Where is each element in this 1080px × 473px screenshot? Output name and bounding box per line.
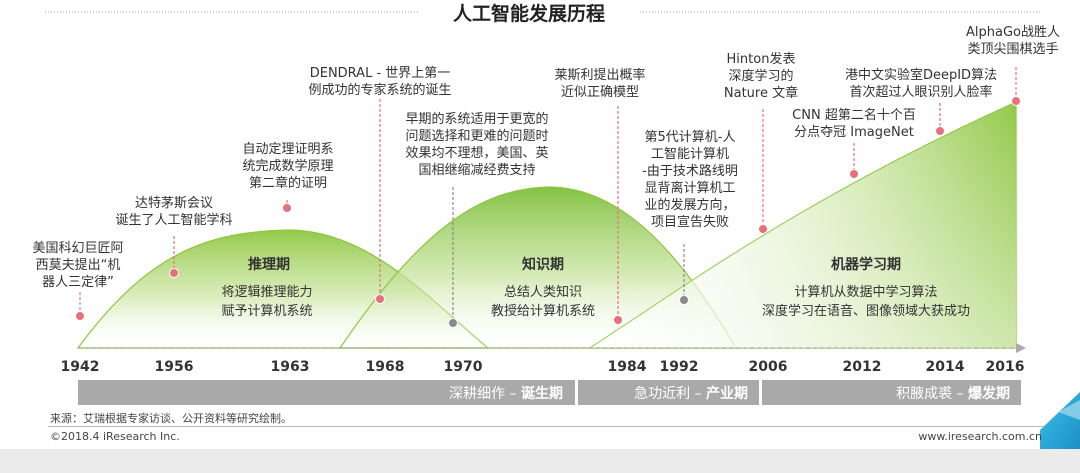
event-text-e2006: 深度学习的 [728, 68, 793, 84]
era-bar-explosion [762, 380, 1021, 405]
event-text-e1956: 诞生了人工智能学科 [115, 212, 232, 228]
event-text-e2006: Nature 文章 [724, 85, 798, 101]
footer-bar [0, 449, 1080, 473]
event-text-e1970: 问题选择和更难的问题时 [405, 128, 548, 144]
source-note: 来源：艾瑞根据专家访谈、公开资料等研究绘制。 [50, 412, 292, 425]
year-label-1942: 1942 [61, 359, 100, 375]
era-bar-birth [78, 380, 575, 405]
phase-desc-knowledge-1: 总结人类知识 [504, 284, 582, 300]
event-text-e1942: 器人三定律” [42, 275, 114, 290]
year-label-1968: 1968 [366, 359, 405, 375]
event-dot-e1984 [613, 315, 623, 325]
event-dot-e1963 [282, 203, 292, 213]
event-dot-e1956 [169, 268, 179, 278]
copyright: ©2018.4 iResearch Inc. [50, 430, 180, 443]
axis-arrow-icon [1016, 343, 1026, 353]
phase-desc-ml-2: 深度学习在语音、图像领域大获成功 [762, 303, 970, 319]
event-text-e1992: 业的发展方向， [644, 197, 735, 213]
phase-desc-knowledge-2: 教授给计算机系统 [491, 303, 595, 319]
event-text-e1942: 西莫夫提出“机 [36, 257, 121, 273]
event-text-e1968: 例成功的专家系统的诞生 [308, 82, 451, 98]
event-text-e1984: 莱斯利提出概率 [554, 67, 645, 83]
event-text-e1956: 达特茅斯会议 [135, 196, 213, 211]
event-text-e1970: 早期的系统适用于更宽的 [405, 111, 548, 127]
event-text-e2016: 类顶尖围棋选手 [967, 42, 1058, 57]
event-dot-e1992 [679, 295, 689, 305]
event-dot-e1970 [448, 318, 458, 328]
year-label-2012: 2012 [843, 359, 882, 375]
website-link[interactable]: www.iresearch.com.cn [918, 430, 1042, 443]
event-text-e1963: 自动定理证明系 [242, 142, 333, 157]
footer-divider [48, 426, 1044, 427]
event-dot-e2012 [849, 169, 859, 179]
year-label-1992: 1992 [660, 359, 699, 375]
event-markers [75, 67, 1021, 328]
era-bar-industry [578, 380, 759, 405]
event-text-e2014: 港中文实验室DeepID算法 [845, 67, 997, 83]
event-text-e1992: 显背离计算机工 [644, 180, 735, 196]
year-label-2014: 2014 [926, 359, 965, 375]
phase-label-knowledge: 知识期 [522, 256, 564, 273]
event-text-e1963: 统完成数学原理 [242, 158, 333, 174]
event-text-e2012: 分点夺冠 ImageNet [794, 125, 914, 140]
event-dot-e2016 [1011, 96, 1021, 106]
event-text-e2006: Hinton发表 [727, 51, 796, 67]
event-text-e1992: 项目宣告失败 [651, 214, 729, 230]
year-labels: 1942 1956 1963 1968 1970 1984 1992 2006 2012 2014… [61, 359, 1025, 375]
page-title: 人工智能发展历程 [453, 2, 605, 25]
phase-desc-reasoning-2: 赋予计算机系统 [221, 304, 312, 319]
phase-label-reasoning: 推理期 [248, 256, 290, 273]
year-label-2006: 2006 [749, 359, 788, 375]
era-label-explosion: 积腋成裘 – 爆发期 [896, 385, 1010, 402]
era-label-industry: 急功近利 – 产业期 [634, 385, 748, 402]
era-label-birth: 深耕细作 – 诞生期 [449, 385, 563, 402]
event-text-e2016: AlphaGo战胜人 [966, 25, 1060, 40]
year-label-2016: 2016 [986, 359, 1025, 375]
event-text-e1984: 近似正确模型 [561, 85, 639, 100]
event-text-e1992: 第5代计算机-人 [645, 130, 736, 145]
event-text-e1970: 效果均不理想，美国、英 [405, 145, 548, 161]
year-label-1970: 1970 [444, 359, 483, 375]
year-label-1984: 1984 [608, 359, 647, 375]
event-text-e2012: CNN 超第二名十个百 [792, 107, 916, 123]
phase-desc-reasoning-1: 将逻辑推理能力 [221, 285, 312, 300]
event-text-e1992: 工智能计算机 [651, 147, 729, 162]
year-label-1963: 1963 [271, 359, 310, 375]
event-dot-e2006 [758, 224, 768, 234]
corner-decoration-icon [1040, 392, 1080, 449]
phase-label-machine-learning: 机器学习期 [831, 256, 901, 273]
event-text-e2014: 首次超过人眼识别人脸率 [849, 84, 992, 100]
event-dot-e1942 [75, 311, 85, 321]
year-label-1956: 1956 [155, 359, 194, 375]
corner-decoration-accent-icon [1058, 400, 1080, 420]
phase-curve-ml-fade [590, 102, 1016, 348]
event-dot-e1968 [375, 294, 385, 304]
event-text-e1963: 第二章的证明 [249, 175, 327, 191]
event-dot-e2014 [935, 126, 945, 136]
phase-desc-ml-1: 计算机从数据中学习算法 [794, 284, 937, 300]
event-text-e1970: 国相继缩减经费支持 [418, 162, 535, 178]
event-text-e1968: DENDRAL - 世界上第一 [310, 66, 451, 81]
event-text-e1992: -由于技术路线明 [642, 163, 738, 179]
event-text-e1942: 美国科幻巨匠阿 [32, 241, 123, 256]
